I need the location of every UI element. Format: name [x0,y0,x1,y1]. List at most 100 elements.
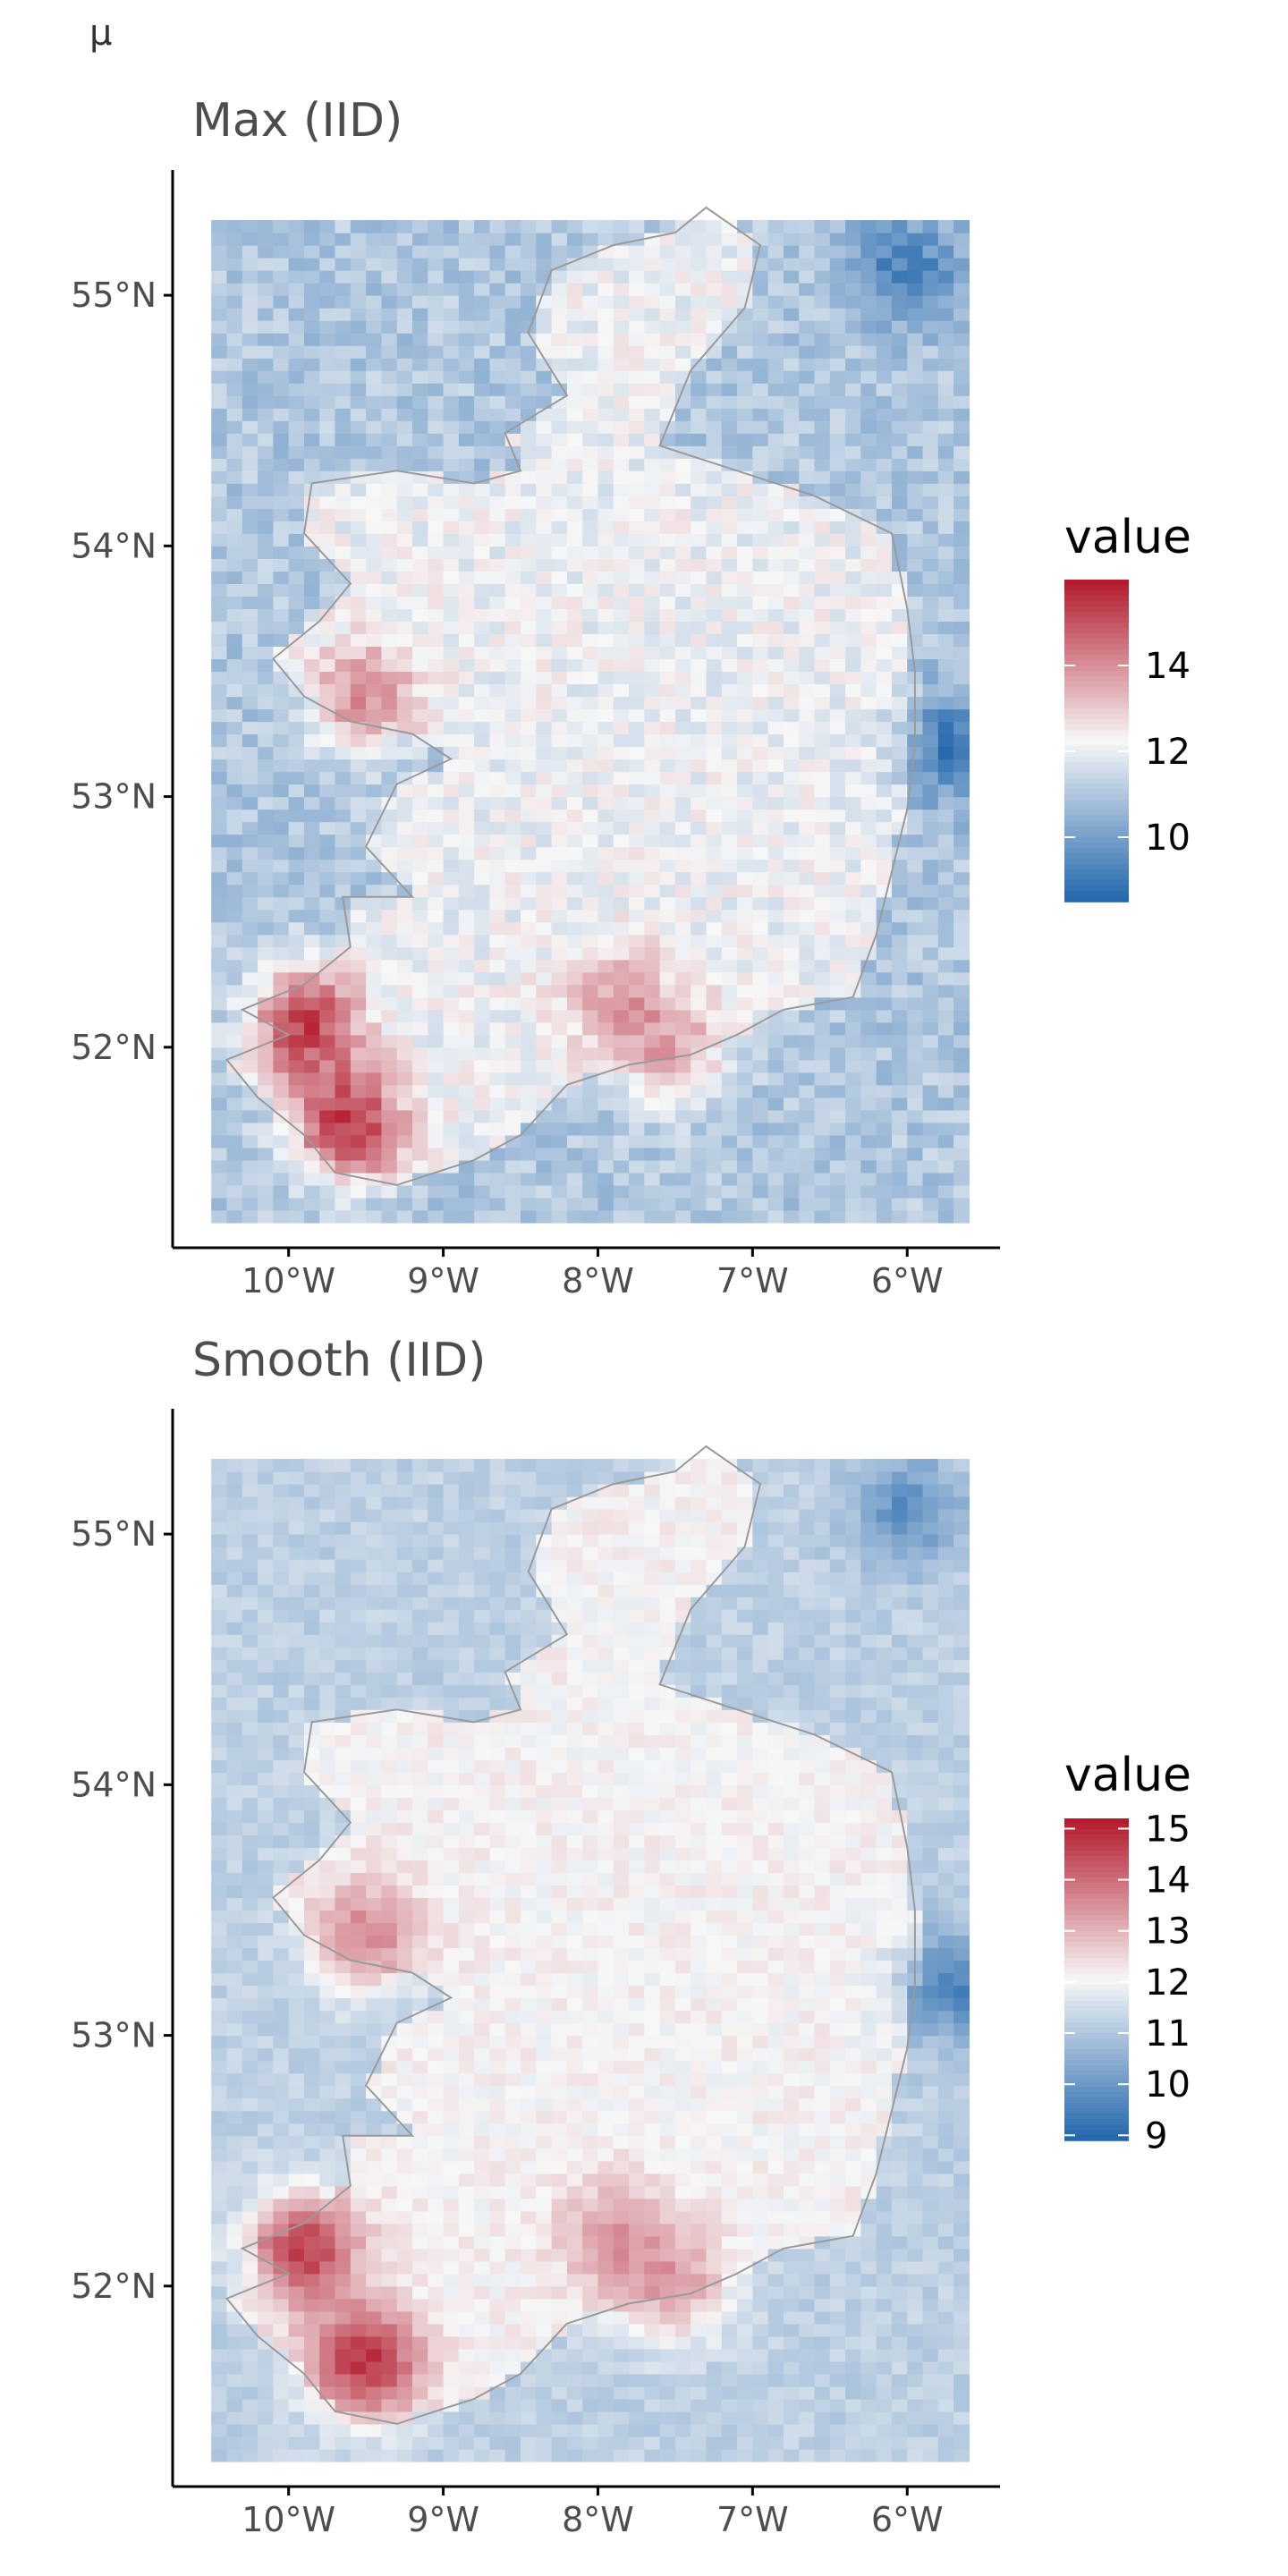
heatmap-cell [613,2448,630,2462]
heatmap-cell [258,2248,274,2262]
heatmap-cell [582,934,599,948]
heatmap-cell [303,2348,320,2362]
heatmap-cell [504,909,521,923]
heatmap-cell [953,633,970,648]
heatmap-cell [613,308,630,321]
heatmap-cell [536,984,553,998]
heatmap-cell [845,784,861,798]
heatmap-cell [303,871,320,886]
heatmap-cell [211,583,228,597]
heatmap-cell [829,521,846,534]
heatmap-cell [551,1109,568,1123]
heatmap-cell [721,646,738,660]
heatmap-cell [659,909,676,923]
heatmap-cell [474,784,491,798]
heatmap-cell [799,809,816,823]
heatmap-cell [489,683,506,698]
heatmap-cell [845,320,861,334]
heatmap-cell [474,320,491,334]
heatmap-cell [737,220,753,233]
heatmap-cell [319,270,336,284]
heatmap-cell [721,383,738,396]
heatmap-cell [335,608,352,623]
heatmap-cell [242,521,258,534]
heatmap-cell [829,295,846,309]
heatmap-cell [876,784,893,798]
heatmap-cell [891,2323,908,2337]
heatmap-cell [752,621,769,635]
heatmap-cell [521,383,537,396]
heatmap-cell [953,746,970,760]
heatmap-cell [489,996,506,1011]
heatmap-cell [566,1072,583,1086]
heatmap-cell [288,733,305,748]
heatmap-cell [273,909,290,923]
heatmap-cell [783,633,800,648]
heatmap-cell [629,233,645,246]
heatmap-cell [536,2423,553,2437]
heatmap-cell [799,283,816,296]
heatmap-cell [629,1072,645,1086]
heatmap-cell [566,633,583,648]
heatmap-cell [613,646,630,660]
heatmap-cell [644,1172,661,1186]
heatmap-cell [691,884,708,898]
heatmap-cell [319,2285,336,2300]
heatmap-cell [752,596,769,610]
heatmap-cell [582,408,599,421]
heatmap-cell [319,2210,336,2224]
heatmap-cell [613,2223,630,2237]
heatmap-cell [814,2235,831,2250]
heatmap-cell [288,2285,305,2300]
heatmap-cell [474,696,491,710]
heatmap-cell [706,2223,723,2237]
heatmap-cell [335,358,352,371]
heatmap-cell [288,395,305,409]
heatmap-cell [876,1046,893,1061]
heatmap-cell [273,1134,290,1148]
heatmap-cell [396,1159,413,1174]
heatmap-cell [907,470,924,484]
heatmap-cell [706,633,723,648]
heatmap-cell [335,508,352,521]
heatmap-cell [288,521,305,534]
heatmap-cell [891,1134,908,1148]
heatmap-cell [860,383,877,396]
heatmap-cell [644,1159,661,1174]
heatmap-cell [226,1159,243,1174]
heatmap-cell [706,2273,723,2287]
heatmap-cell [629,809,645,823]
heatmap-cell [258,483,274,496]
heatmap-cell [536,483,553,496]
heatmap-cell [659,2310,676,2325]
heatmap-cell [891,2285,908,2300]
heatmap-cell [891,2298,908,2312]
heatmap-cell [273,596,290,610]
heatmap-cell [211,546,228,559]
heatmap-cell [876,283,893,296]
heatmap-cell [629,2360,645,2375]
heatmap-cell [242,996,258,1011]
heatmap-cell [443,909,460,923]
heatmap-cell [860,370,877,384]
heatmap-cell [629,1172,645,1186]
heatmap-cell [767,733,784,748]
heatmap-cell [350,934,367,948]
heatmap-cell [767,458,784,471]
heatmap-cell [303,1134,320,1148]
heatmap-cell [521,408,537,421]
heatmap-cell [521,796,537,810]
heatmap-cell [521,1046,537,1061]
heatmap-cell [860,433,877,446]
heatmap-cell [381,846,398,860]
heatmap-cell [335,395,352,409]
heatmap-cell [597,2285,614,2300]
heatmap-cell [411,2223,428,2237]
heatmap-cell [644,408,661,421]
heatmap-cell [350,245,367,258]
heatmap-cell [659,946,676,961]
heatmap-cell [937,358,954,371]
heatmap-cell [629,270,645,284]
heatmap-cell [937,846,954,860]
heatmap-cell [458,758,475,773]
